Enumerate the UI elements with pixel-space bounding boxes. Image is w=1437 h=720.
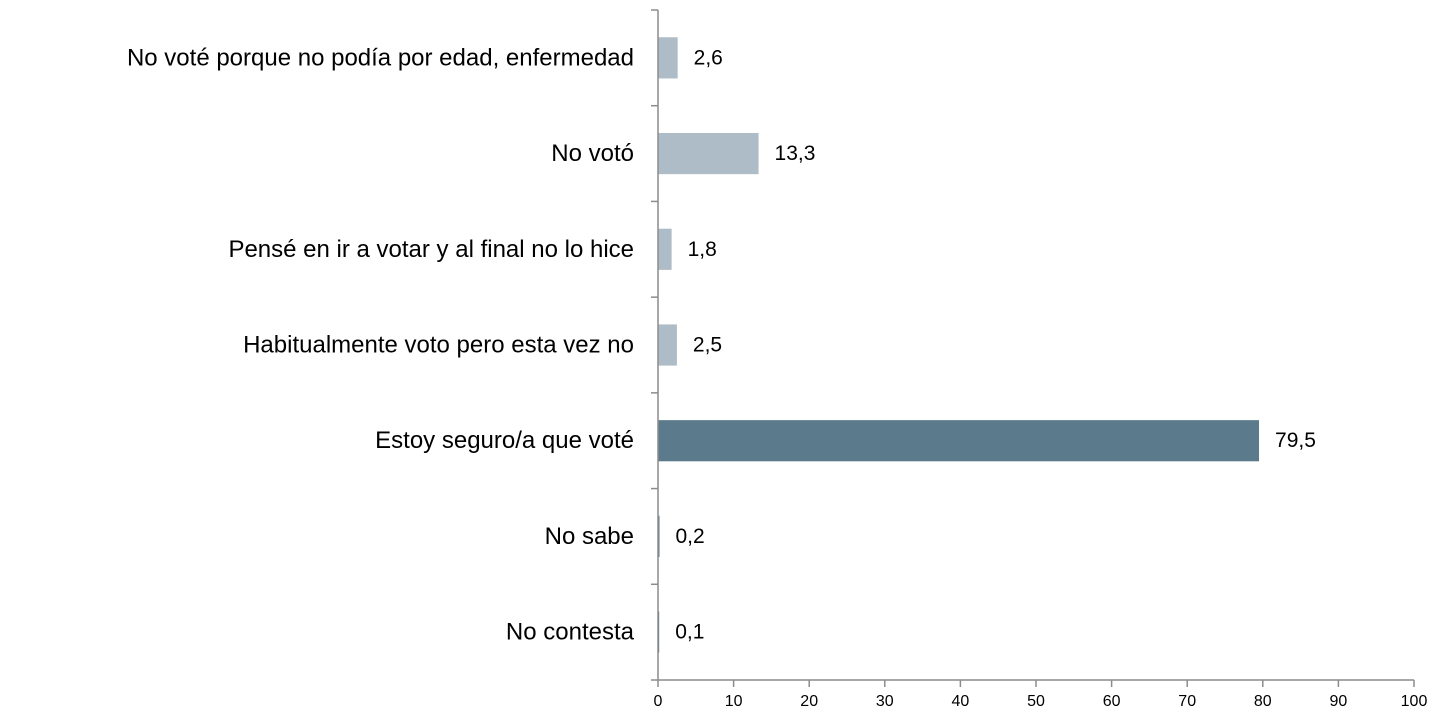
- x-tick-label-1: 10: [725, 693, 743, 710]
- x-tick-label-3: 30: [876, 693, 894, 710]
- x-tick-label-6: 60: [1103, 693, 1121, 710]
- data-label-3: 2,5: [693, 334, 722, 357]
- labels-layer: No voté porque no podía por edad, enferm…: [127, 44, 1316, 645]
- x-tick-label-9: 90: [1330, 693, 1348, 710]
- bars-layer: [658, 37, 1260, 653]
- data-label-5: 0,2: [676, 525, 705, 548]
- data-label-0: 2,6: [694, 46, 723, 69]
- bar-1: [658, 132, 759, 175]
- x-tick-label-2: 20: [800, 693, 818, 710]
- data-label-4: 79,5: [1275, 429, 1316, 452]
- bar-5: [658, 515, 660, 558]
- x-tick-label-4: 40: [952, 693, 970, 710]
- category-label-0: No voté porque no podía por edad, enferm…: [127, 44, 634, 71]
- bar-4: [658, 420, 1260, 462]
- category-label-3: Habitualmente voto pero esta vez no: [243, 332, 634, 359]
- category-label-5: No sabe: [545, 523, 634, 550]
- category-label-6: No contesta: [506, 619, 635, 646]
- data-label-1: 13,3: [775, 142, 816, 165]
- bar-0: [658, 37, 678, 79]
- x-tick-label-8: 80: [1254, 693, 1272, 710]
- x-tick-label-10: 100: [1401, 693, 1428, 710]
- category-label-1: No votó: [551, 140, 634, 167]
- axes-layer: 0 10 20 30 40 50 60 70 80 90 100: [651, 9, 1428, 710]
- data-label-6: 0,1: [675, 621, 704, 644]
- x-tick-label-7: 70: [1178, 693, 1196, 710]
- bar-3: [658, 324, 677, 366]
- x-tick-label-5: 50: [1027, 693, 1045, 710]
- bar-2: [658, 228, 672, 270]
- category-label-2: Pensé en ir a votar y al final no lo hic…: [228, 236, 634, 263]
- x-tick-label-0: 0: [654, 693, 663, 710]
- category-label-4: Estoy seguro/a que voté: [375, 427, 634, 454]
- data-label-2: 1,8: [688, 238, 717, 261]
